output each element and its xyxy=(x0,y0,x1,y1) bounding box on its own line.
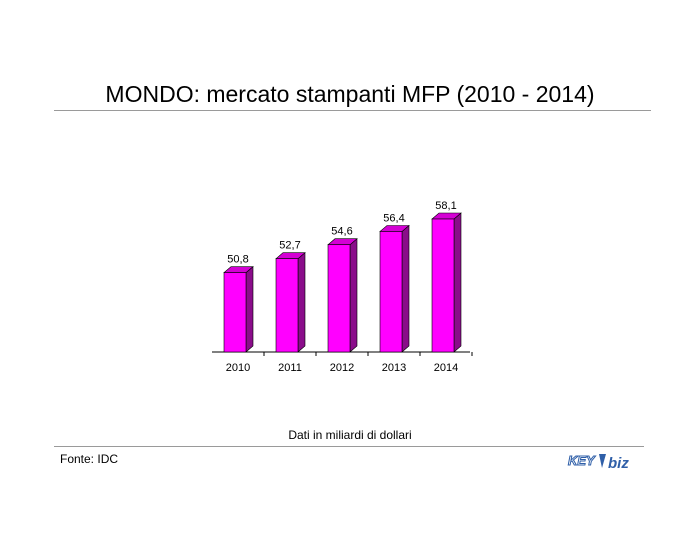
bar xyxy=(223,272,247,353)
bar-value-label: 58,1 xyxy=(435,200,456,212)
bar-value-label: 54,6 xyxy=(331,226,352,238)
bar-chart: 50,8 2010 52,7 2011 54,6 2012 56,4 2013 58,1 2014 xyxy=(212,200,473,374)
logo-biz-text: biz xyxy=(608,455,629,472)
logo-key-text: KEY xyxy=(568,453,596,468)
units-note: Dati in miliardi di dollari xyxy=(288,428,412,442)
bar-value-label: 52,7 xyxy=(279,240,300,252)
x-tick-label: 2011 xyxy=(278,362,302,374)
bar-side xyxy=(297,252,306,353)
source-label: Fonte: IDC xyxy=(60,452,119,466)
x-tick-label: 2014 xyxy=(434,362,458,374)
bar-side xyxy=(401,224,410,353)
x-tick-label: 2013 xyxy=(382,362,406,374)
key4biz-logo: KEY biz xyxy=(568,453,630,473)
chart-title: MONDO: mercato stampanti MFP (2010 - 201… xyxy=(105,81,595,107)
bar-value-label: 56,4 xyxy=(383,212,404,224)
bar-side xyxy=(453,212,462,353)
bar-side xyxy=(245,265,254,353)
bar xyxy=(431,218,455,353)
bar-side xyxy=(349,238,358,353)
bottom-divider xyxy=(54,446,644,447)
logo-mark-icon xyxy=(599,454,606,468)
x-tick-label: 2010 xyxy=(226,362,250,374)
top-divider xyxy=(54,110,651,111)
bar-value-label: 50,8 xyxy=(227,254,248,266)
bar xyxy=(379,231,403,353)
x-tick-label: 2012 xyxy=(330,362,354,374)
bar xyxy=(275,258,299,353)
bar xyxy=(327,244,351,353)
